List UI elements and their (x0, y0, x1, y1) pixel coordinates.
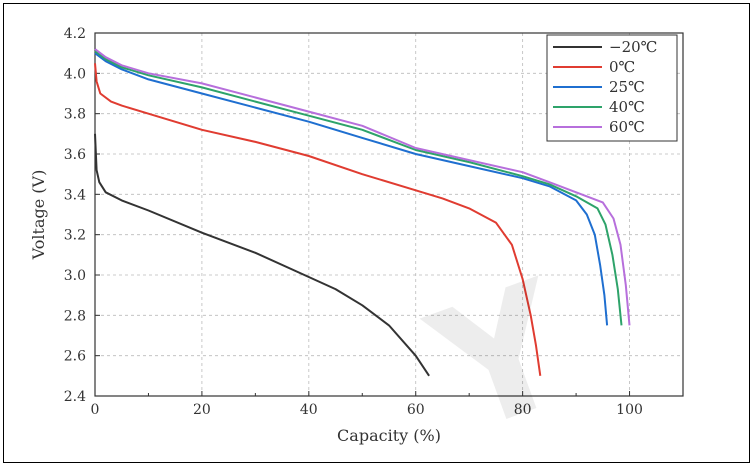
y-tick-label: 3.8 (64, 107, 86, 123)
y-axis-label: Voltage (V) (29, 170, 48, 261)
y-tick-label: 2.4 (64, 389, 86, 405)
x-axis-label: Capacity (%) (337, 426, 441, 445)
legend-label: 0℃ (609, 58, 635, 76)
legend-label: 40℃ (609, 98, 645, 116)
legend: −20℃ 0℃ 25℃ 40℃ 60℃ (547, 35, 677, 141)
y-tick-label: 4.0 (64, 66, 86, 82)
y-tick-label: 3.0 (64, 268, 86, 284)
legend-label: 25℃ (609, 78, 645, 96)
y-tick-label: 4.2 (64, 26, 86, 42)
series-line (95, 134, 429, 376)
y-tick-label: 3.6 (64, 147, 86, 163)
legend-label: 60℃ (609, 118, 645, 136)
x-tick-label: 100 (616, 402, 643, 418)
x-tick-label: 20 (193, 402, 211, 418)
y-tick-label: 3.2 (64, 228, 86, 244)
y-tick-label: 2.8 (64, 308, 86, 324)
x-tick-label: 60 (407, 402, 425, 418)
series-line (95, 51, 622, 325)
x-tick-label: 40 (300, 402, 318, 418)
legend-label: −20℃ (609, 38, 657, 56)
series-line (95, 63, 540, 376)
y-tick-label: 2.6 (64, 349, 86, 365)
x-tick-label: 80 (514, 402, 532, 418)
y-tick-label: 3.4 (64, 187, 86, 203)
series-line (95, 53, 607, 325)
x-tick-label: 0 (91, 402, 100, 418)
